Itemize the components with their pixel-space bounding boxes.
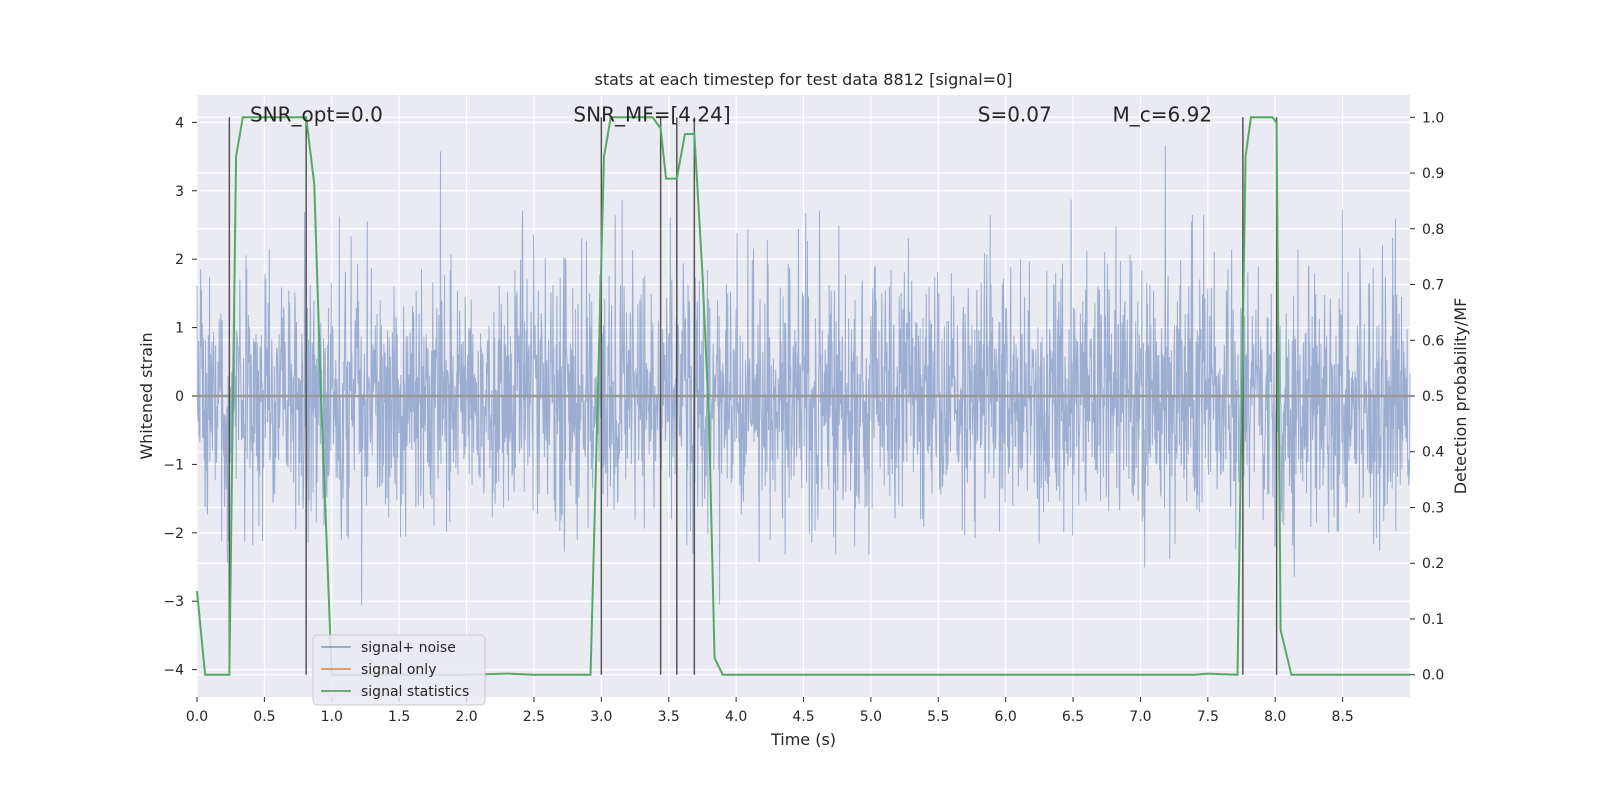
yr-tick-label-4: 0.6 [1422, 333, 1444, 349]
yr-tick-label-5: 0.5 [1422, 389, 1444, 405]
yl-tick-label-8: −4 [163, 663, 184, 679]
x-tick-label-7: 3.5 [658, 709, 680, 725]
yl-tick-label-1: 3 [175, 184, 184, 200]
y-left-axis-label: Whitened strain [137, 332, 156, 459]
yl-tick-label-5: −1 [163, 457, 184, 473]
series-signal-noise [196, 145, 1411, 606]
x-tick-label-10: 5.0 [860, 709, 882, 725]
x-tick-label-14: 7.0 [1129, 709, 1151, 725]
chart-title: stats at each timestep for test data 881… [594, 70, 1012, 89]
series-signal-statistics [196, 116, 1410, 676]
x-tick-label-1: 0.5 [253, 709, 275, 725]
x-tick-label-15: 7.5 [1197, 709, 1219, 725]
x-tick-label-12: 6.0 [995, 709, 1017, 725]
annotation-1: SNR_MF=[4.24] [573, 102, 730, 126]
annotations: SNR_opt=0.0 SNR_MF=[4.24] S=0.07 M_c=6.92 [250, 102, 1212, 126]
x-tick-label-5: 2.5 [523, 709, 545, 725]
annotation-0: SNR_opt=0.0 [250, 102, 383, 126]
x-tick-label-2: 1.0 [321, 709, 343, 725]
y-right-axis-ticks: 1.0 0.9 0.8 0.7 0.6 0.5 0.4 0.3 0.2 0.1 0.0 [1410, 110, 1444, 684]
x-axis-ticks: 0.0 0.5 1.0 1.5 2.0 2.5 3.0 3.5 4.0 4.5 5.0 5.5 6.0 6… [186, 697, 1354, 725]
noise-trace [196, 145, 1411, 606]
x-tick-label-6: 3.0 [590, 709, 612, 725]
yl-tick-label-6: −2 [163, 526, 184, 542]
annotation-3: M_c=6.92 [1113, 102, 1213, 126]
stats-line [196, 116, 1410, 676]
yr-tick-label-2: 0.8 [1422, 222, 1444, 238]
x-tick-label-3: 1.5 [388, 709, 410, 725]
legend: signal+ noise signal only signal statistic… [312, 634, 486, 706]
x-tick-label-16: 8.0 [1264, 709, 1286, 725]
x-tick-label-13: 6.5 [1062, 709, 1084, 725]
x-tick-label-11: 5.5 [927, 709, 949, 725]
yr-tick-label-8: 0.2 [1422, 556, 1444, 572]
yr-tick-label-10: 0.0 [1422, 668, 1444, 684]
yr-tick-label-6: 0.4 [1422, 445, 1444, 461]
yr-tick-label-7: 0.3 [1422, 500, 1444, 516]
annotation-2: S=0.07 [978, 102, 1052, 126]
yl-tick-label-0: 4 [175, 115, 184, 131]
x-tick-label-0: 0.0 [186, 709, 208, 725]
x-axis-label: Time (s) [770, 730, 836, 749]
legend-box [312, 634, 486, 706]
legend-label-0: signal+ noise [361, 640, 456, 656]
yl-tick-label-2: 2 [175, 252, 184, 268]
yr-tick-label-9: 0.1 [1422, 612, 1444, 628]
yl-tick-label-4: 0 [175, 389, 184, 405]
yr-tick-label-0: 1.0 [1422, 110, 1444, 126]
legend-label-1: signal only [361, 662, 436, 678]
vertical-markers [228, 117, 1278, 675]
x-tick-label-8: 4.0 [725, 709, 747, 725]
legend-label-2: signal statistics [361, 684, 469, 700]
y-right-axis-label: Detection probability/MF [1451, 298, 1470, 495]
yl-tick-label-7: −3 [163, 594, 184, 610]
yr-tick-label-3: 0.7 [1422, 278, 1444, 294]
yr-tick-label-1: 0.9 [1422, 166, 1444, 182]
x-tick-label-17: 8.5 [1331, 709, 1353, 725]
x-tick-label-9: 4.5 [792, 709, 814, 725]
x-tick-label-4: 2.0 [455, 709, 477, 725]
y-left-axis-ticks: 4 3 2 1 0 −1 −2 −3 −4 [163, 115, 197, 679]
yl-tick-label-3: 1 [175, 321, 184, 337]
